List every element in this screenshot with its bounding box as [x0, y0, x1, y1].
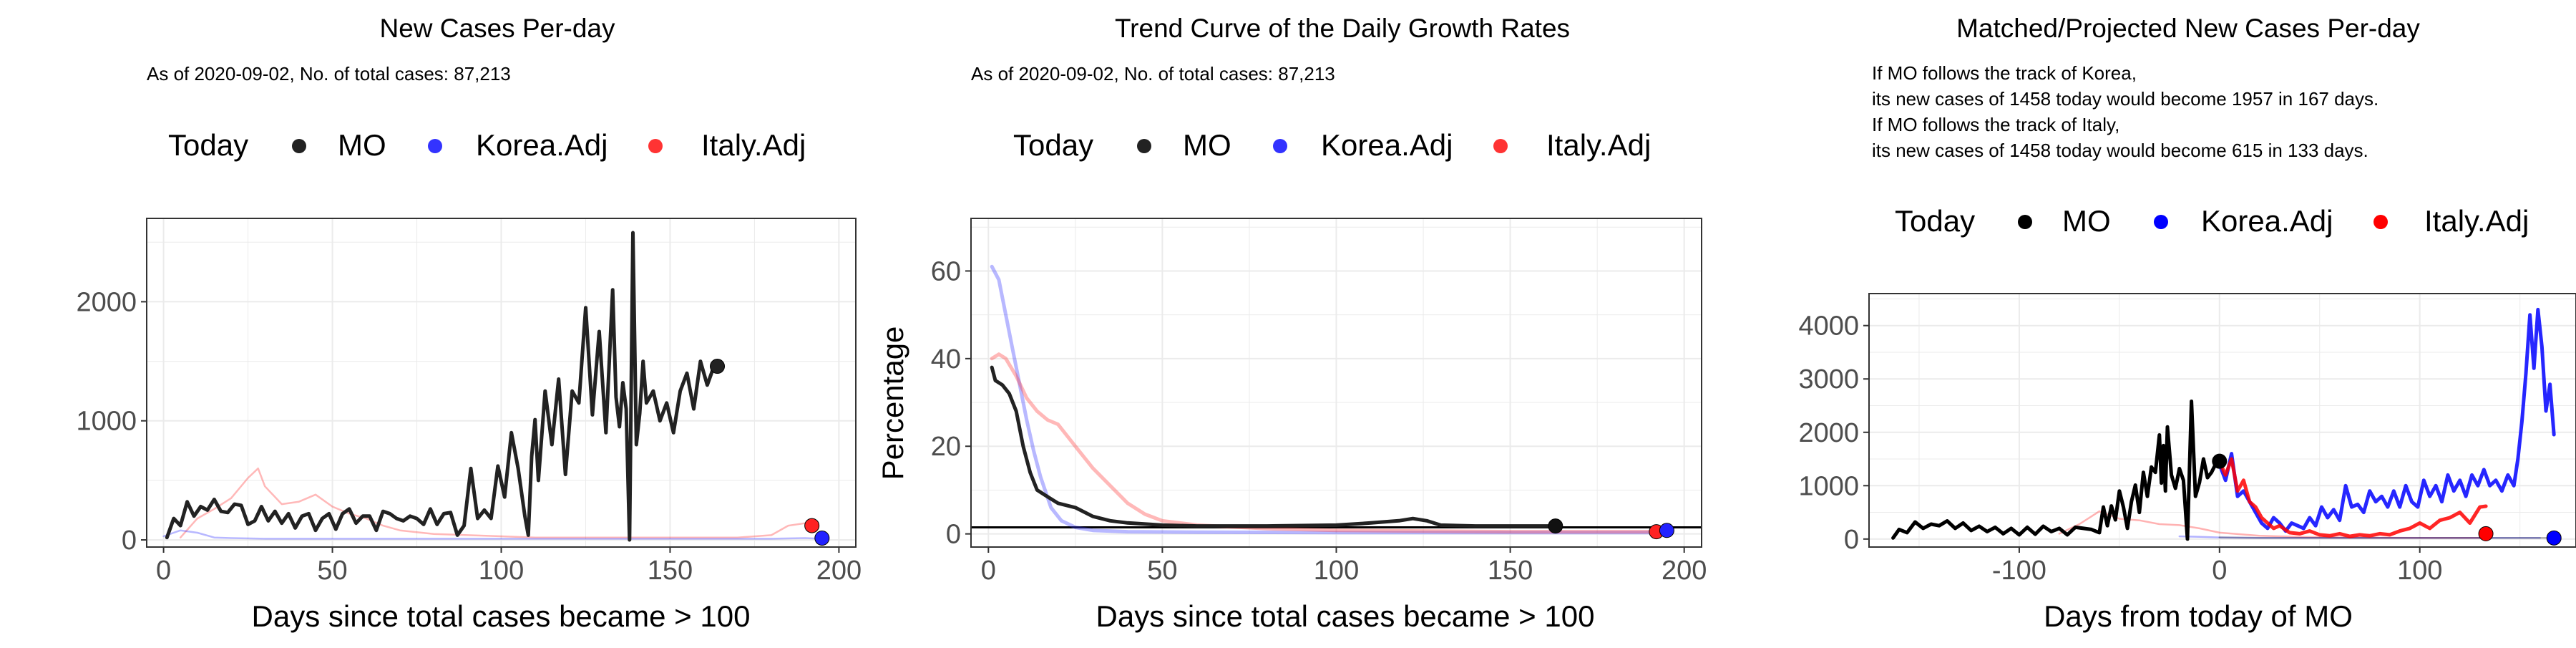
panel-2-subtitle: As of 2020-09-02, No. of total cases: 87… [971, 63, 1335, 84]
note-line: If MO follows the track of Italy, [1872, 114, 2119, 135]
y-tick-label: 20 [931, 432, 961, 462]
y-tick-label: 1000 [1798, 471, 1859, 501]
legend-label-italy: Italy.Adj [1546, 128, 1651, 162]
series-line-mo [990, 365, 1558, 528]
series-group [162, 231, 824, 542]
legend-label-mo: MO [2062, 204, 2111, 238]
x-tick-label: 0 [981, 556, 996, 586]
today-point-mo [1548, 518, 1563, 534]
legend-marker-italy [1493, 139, 1508, 153]
panel-projected: Matched/Projected New Cases Per-day If M… [1798, 14, 2576, 633]
legend-title: Today [168, 128, 248, 162]
legend-title: Today [1895, 204, 1975, 238]
y-tick-label: 2000 [76, 287, 137, 317]
legend-label-korea: Korea.Adj [2201, 204, 2333, 238]
legend-label-mo: MO [338, 128, 386, 162]
grid [1869, 294, 2576, 547]
series-line-mo [165, 231, 716, 542]
panel-1-subtitle: As of 2020-09-02, No. of total cases: 87… [147, 63, 511, 84]
series-line-korea-adj [2218, 307, 2556, 533]
legend-marker-italy [2373, 215, 2388, 229]
x-tick-label: 100 [479, 556, 524, 586]
panel-2-legend: Today MO Korea.Adj Italy.Adj [1013, 128, 1651, 162]
legend-marker-korea [428, 139, 442, 153]
panel-1-title: New Cases Per-day [379, 14, 615, 43]
panel-3-notes: If MO follows the track of Korea, its ne… [1872, 62, 2379, 161]
x-tick-label: 150 [648, 556, 693, 586]
y-tick-label: 3000 [1798, 364, 1859, 395]
panel-growth-rates: Trend Curve of the Daily Growth Rates As… [876, 14, 1707, 633]
y-tick-label: 2000 [1798, 418, 1859, 448]
y-tick-label: 40 [931, 344, 961, 374]
x-tick-label: 150 [1488, 556, 1533, 586]
today-point-mo [2212, 453, 2228, 469]
y-tick-label: 60 [931, 256, 961, 286]
legend-label-mo: MO [1183, 128, 1231, 162]
panel-3-xlabel: Days from today of MO [2044, 599, 2353, 633]
series-group [990, 264, 1669, 535]
legend-marker-italy [648, 139, 663, 153]
panel-new-cases: New Cases Per-day As of 2020-09-02, No. … [76, 14, 862, 633]
x-tick-label: 200 [816, 556, 862, 586]
panel-3-title: Matched/Projected New Cases Per-day [1956, 14, 2420, 43]
panel-2-title: Trend Curve of the Daily Growth Rates [1115, 14, 1570, 43]
series-line-italy-adj [2218, 457, 2488, 538]
today-point-korea-adj [1659, 523, 1674, 538]
x-tick-label: 50 [317, 556, 347, 586]
note-line: If MO follows the track of Korea, [1872, 62, 2137, 84]
x-tick-label: 100 [1314, 556, 1359, 586]
panel-3-legend: Today MO Korea.Adj Italy.Adj [1895, 204, 2529, 238]
panel-2-ylabel: Percentage [876, 327, 909, 480]
plot-background [1869, 294, 2576, 547]
x-tick-label: 50 [1147, 556, 1177, 586]
x-tick-label: -100 [1992, 556, 2046, 586]
today-point-korea-adj [814, 531, 830, 546]
series-group [1891, 307, 2561, 541]
x-tick-label: 200 [1662, 556, 1707, 586]
legend-marker-korea [1273, 139, 1287, 153]
legend-marker-mo [1137, 139, 1151, 153]
legend-label-italy: Italy.Adj [701, 128, 806, 162]
legend-marker-mo [292, 139, 306, 153]
grid [971, 218, 1702, 547]
panel-1-xlabel: Days since total cases became > 100 [252, 599, 751, 633]
series-line-korea-adj [990, 264, 1669, 535]
today-point-korea-adj [2546, 530, 2562, 546]
plot-frame [1868, 293, 2576, 548]
y-tick-label: 4000 [1798, 311, 1859, 342]
panel-1-legend: Today MO Korea.Adj Italy.Adj [168, 128, 806, 162]
x-tick-label: 0 [156, 556, 171, 586]
panel-2-xlabel: Days since total cases became > 100 [1096, 599, 1595, 633]
x-tick-label: 0 [2212, 556, 2227, 586]
legend-marker-korea [2154, 215, 2168, 229]
y-tick-label: 0 [946, 520, 961, 550]
y-tick-label: 0 [122, 526, 137, 556]
legend-label-korea: Korea.Adj [476, 128, 608, 162]
y-tick-label: 0 [1844, 525, 1859, 555]
today-point-mo [710, 359, 726, 374]
y-tick-label: 1000 [76, 407, 137, 437]
series-line-italy-adj [990, 352, 1659, 534]
series-line-korea-adj [162, 529, 824, 540]
series-line-mo [1891, 400, 2222, 541]
panel-2-plot: 0 50 100 150 200 0 20 40 60 [931, 218, 1707, 586]
x-tick-label: 100 [2397, 556, 2442, 586]
legend-label-korea: Korea.Adj [1321, 128, 1453, 162]
series-line-italy-adj [179, 467, 806, 538]
legend-marker-mo [2018, 215, 2032, 229]
today-point-italy-adj [2478, 526, 2494, 541]
legend-label-italy: Italy.Adj [2424, 204, 2529, 238]
note-line: its new cases of 1458 today would become… [1872, 88, 2379, 110]
note-line: its new cases of 1458 today would become… [1872, 140, 2368, 161]
series-line-korea-adj [2178, 535, 2541, 539]
today-point-italy-adj [804, 518, 820, 533]
legend-title: Today [1013, 128, 1093, 162]
